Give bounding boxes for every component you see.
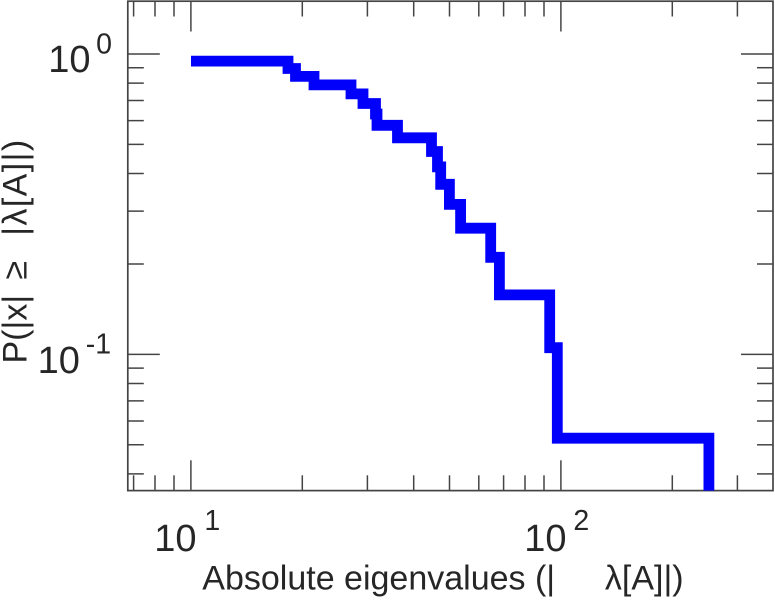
svg-text:10: 10	[48, 39, 90, 81]
svg-text:0: 0	[96, 29, 112, 61]
svg-text:10: 10	[524, 518, 566, 560]
svg-text:P(|x|: P(|x|	[0, 295, 35, 364]
svg-text:10: 10	[38, 340, 80, 382]
svg-text:≥: ≥	[0, 261, 35, 280]
svg-text:λ[A]|): λ[A]|)	[605, 560, 684, 598]
svg-text:-1: -1	[86, 329, 111, 361]
svg-text:Absolute eigenvalues (|: Absolute eigenvalues (|	[202, 560, 555, 598]
svg-text:1: 1	[204, 505, 220, 537]
svg-text:|λ[A]|): |λ[A]|)	[0, 138, 35, 235]
svg-text:2: 2	[573, 505, 589, 537]
svg-text:10: 10	[154, 518, 196, 560]
